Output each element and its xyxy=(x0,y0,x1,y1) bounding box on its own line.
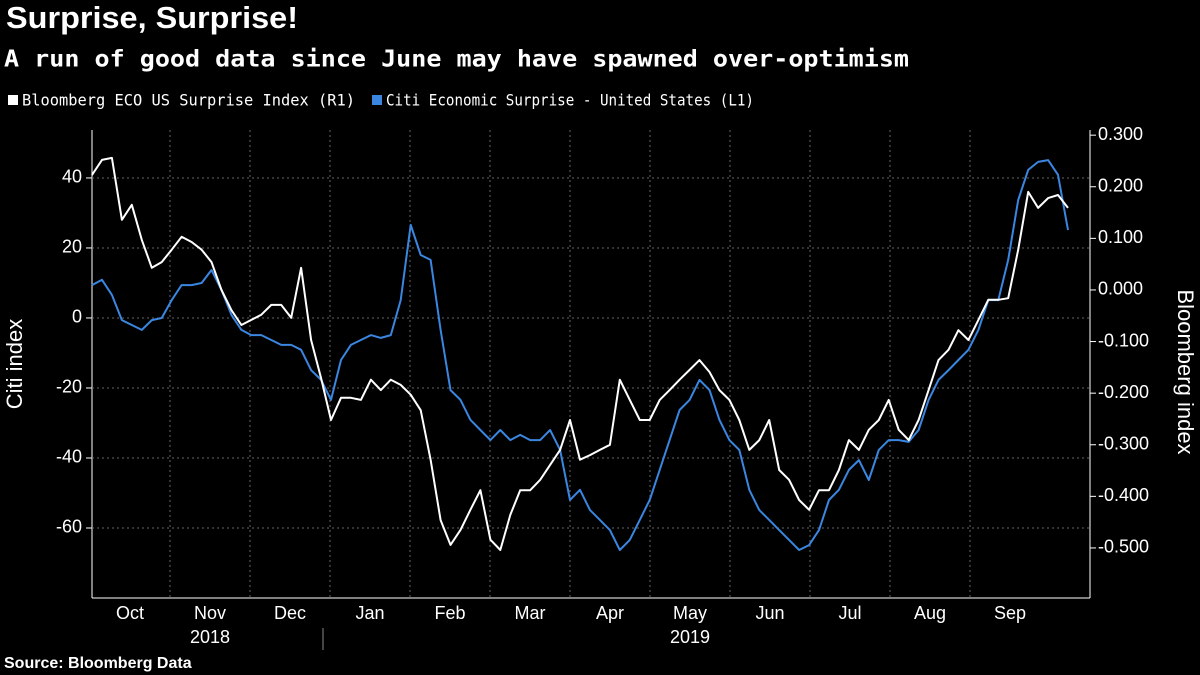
legend-label: Bloomberg ECO US Surprise Index (R1) xyxy=(22,91,355,110)
x-tick-label: Nov xyxy=(194,603,226,623)
y2-tick-label: -0.300 xyxy=(1098,434,1149,454)
y2-tick-label: 0.300 xyxy=(1098,124,1143,144)
x-tick-label: Aug xyxy=(914,603,946,623)
x-tick-label: Sep xyxy=(994,603,1026,623)
x-tick-label: Dec xyxy=(274,603,306,623)
legend-label: Citi Economic Surprise - United States (… xyxy=(386,91,754,110)
chart-title: Surprise, Surprise! xyxy=(6,0,298,35)
x-tick-label: Jun xyxy=(755,603,784,623)
y2-tick-label: 0.000 xyxy=(1098,279,1143,299)
y-tick-label: -20 xyxy=(56,377,82,397)
y-tick-label: 40 xyxy=(62,167,82,187)
x-tick-label: Apr xyxy=(596,603,624,623)
y2-tick-label: -0.400 xyxy=(1098,485,1149,505)
y2-tick-label: -0.200 xyxy=(1098,382,1149,402)
x-tick-label: Mar xyxy=(515,603,546,623)
x-year-label: 2019 xyxy=(670,627,710,647)
legend-swatch xyxy=(372,95,382,105)
y-tick-label: 20 xyxy=(62,237,82,257)
x-tick-label: Jan xyxy=(355,603,384,623)
y-tick-label: -40 xyxy=(56,447,82,467)
y2-tick-label: -0.500 xyxy=(1098,537,1149,557)
x-tick-label: Jul xyxy=(838,603,861,623)
legend-swatch xyxy=(8,95,18,105)
y-axis-label: Citi index xyxy=(2,319,27,409)
y-tick-label: 0 xyxy=(72,307,82,327)
x-tick-label: Oct xyxy=(116,603,144,623)
x-tick-label: May xyxy=(673,603,707,623)
y2-axis-label: Bloomberg index xyxy=(1173,289,1198,454)
y2-tick-label: -0.100 xyxy=(1098,330,1149,350)
x-year-label: 2018 xyxy=(190,627,230,647)
y2-tick-label: 0.200 xyxy=(1098,176,1143,196)
y2-tick-label: 0.100 xyxy=(1098,227,1143,247)
y-tick-label: -60 xyxy=(56,517,82,537)
series-line xyxy=(91,159,1069,551)
x-tick-label: Feb xyxy=(434,603,465,623)
series-line xyxy=(91,156,1069,551)
chart-subtitle: A run of good data since June may have s… xyxy=(4,47,909,73)
source-note: Source: Bloomberg Data xyxy=(4,655,192,672)
